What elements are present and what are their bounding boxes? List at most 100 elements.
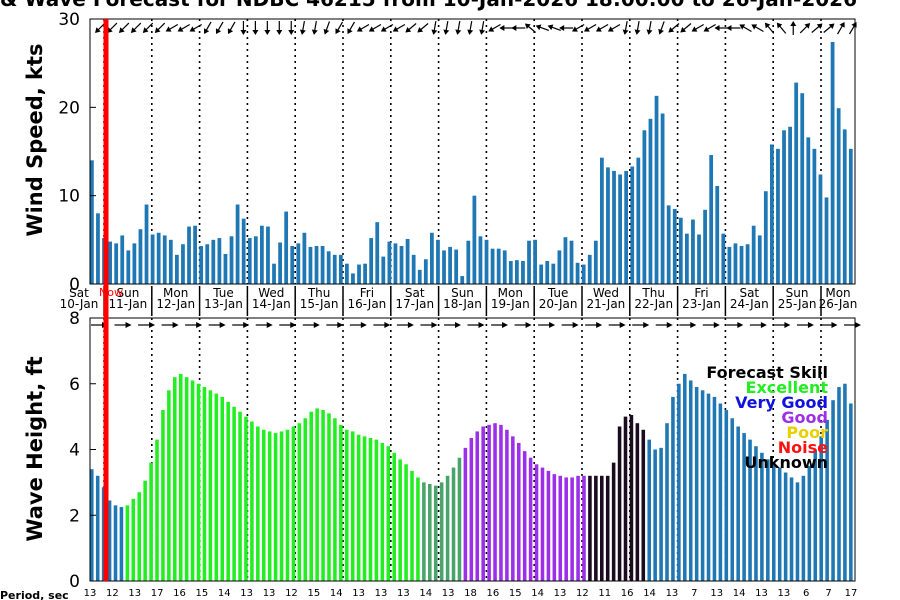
wave-arrow	[279, 322, 297, 328]
period-label: 13	[84, 588, 97, 599]
wind-bar	[223, 253, 228, 284]
period-label: 13	[263, 588, 276, 599]
wind-bar	[205, 244, 210, 284]
wind-bar	[757, 235, 762, 284]
wind-bar	[812, 148, 817, 284]
wave-arrow	[443, 322, 461, 328]
wind-bar	[527, 240, 531, 284]
wave-arrow	[679, 322, 697, 328]
wind-arrow	[276, 21, 283, 35]
day-date-label: 21-Jan	[587, 297, 626, 311]
period-label: 17	[151, 588, 164, 599]
day-name-label: Fri	[360, 286, 374, 300]
wave-bar	[226, 401, 230, 581]
wave-bar	[238, 411, 242, 581]
wind-bar	[302, 232, 307, 284]
wave-bar	[333, 418, 337, 581]
wave-bar	[184, 377, 189, 581]
wave-bar	[789, 477, 794, 581]
wave-arrow	[491, 322, 509, 328]
wave-bar	[339, 424, 343, 581]
day-date-label: 15-Jan	[300, 297, 339, 311]
wind-bar	[551, 263, 556, 284]
wind-bar	[733, 243, 738, 284]
wave-bar	[95, 475, 100, 581]
wind-arrow	[467, 21, 474, 35]
wave-bar	[315, 408, 319, 581]
wind-bar	[126, 250, 131, 284]
wave-bar	[576, 475, 580, 581]
wave-day-gridlines	[103, 318, 822, 581]
wind-bar	[563, 237, 568, 284]
wave-bar	[416, 477, 420, 581]
period-label: 7	[825, 588, 831, 599]
wave-bar	[647, 439, 651, 581]
wind-bar	[484, 239, 489, 284]
period-label: 16	[173, 588, 186, 599]
wind-bar	[751, 225, 756, 284]
wind-bar	[618, 174, 622, 284]
wave-bar	[641, 429, 646, 581]
wind-bar	[721, 233, 726, 284]
day-date-label: 24-Jan	[730, 297, 769, 311]
wind-bar	[600, 157, 604, 284]
wave-y-tick-label: 4	[69, 441, 80, 461]
wave-bar	[700, 390, 705, 581]
wind-bar	[351, 273, 355, 284]
wave-bar	[327, 413, 331, 581]
wave-bar	[665, 423, 669, 581]
wind-arrow	[479, 21, 486, 35]
wave-bar	[843, 383, 847, 581]
wind-bar	[156, 232, 161, 284]
wave-bar	[250, 421, 254, 581]
wave-bar	[297, 423, 302, 581]
wind-arrow	[323, 21, 331, 35]
period-label: 13	[375, 588, 388, 599]
wind-bar	[782, 130, 786, 284]
wave-arrow	[632, 322, 650, 328]
wave-arrow	[726, 322, 744, 328]
legend-entry: Good	[781, 408, 828, 427]
day-name-label: Sat	[739, 286, 759, 300]
wave-bar	[113, 505, 118, 581]
wave-arrow	[702, 322, 720, 328]
wave-bar	[125, 505, 130, 581]
period-label: 14	[531, 588, 544, 599]
wind-arrow	[154, 22, 166, 33]
wind-bar	[848, 148, 853, 284]
wind-arrow	[583, 23, 597, 32]
period-label: 6	[803, 588, 809, 599]
wind-arrow	[646, 21, 653, 35]
wind-bar	[770, 144, 774, 284]
wave-bar	[819, 436, 823, 581]
wind-bar	[842, 129, 847, 284]
wave-arrow	[655, 322, 673, 328]
wave-bar	[155, 439, 159, 581]
wind-bar	[739, 246, 744, 284]
wind-bar	[308, 246, 313, 284]
period-label: 13	[755, 588, 768, 599]
wind-bar	[624, 170, 629, 284]
wave-bar	[629, 414, 634, 581]
wave-bar	[303, 418, 308, 581]
wave-bar	[683, 373, 687, 581]
wind-arrow	[680, 23, 692, 33]
wind-arrow	[607, 23, 621, 32]
wave-arrow	[608, 322, 626, 328]
wind-bar	[332, 254, 337, 284]
wind-bar	[369, 238, 374, 284]
wave-bar	[534, 464, 539, 581]
wind-bar	[442, 250, 446, 284]
wave-bar	[161, 410, 165, 581]
wind-arrow	[764, 22, 775, 34]
period-label: 12	[285, 588, 298, 599]
wave-bar	[588, 475, 592, 581]
wind-bar	[806, 137, 811, 284]
wave-bar	[540, 467, 545, 581]
wind-bar	[284, 211, 289, 284]
wind-bar	[108, 241, 112, 284]
wind-y-tick-label: 20	[58, 98, 80, 118]
wave-bar	[528, 457, 533, 581]
day-date-label: 12-Jan	[156, 297, 195, 311]
